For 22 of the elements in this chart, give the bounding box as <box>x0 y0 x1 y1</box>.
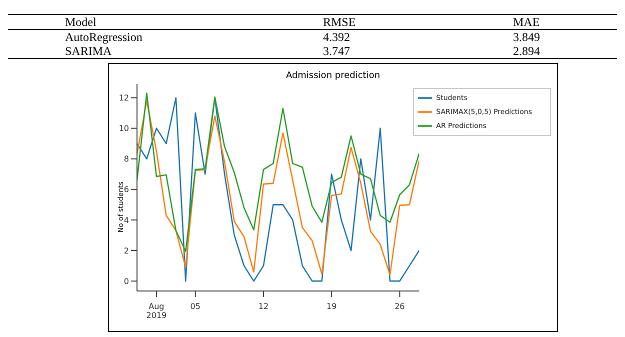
text: SARIMA <box>64 44 113 58</box>
x-tick-label: 19 <box>326 302 337 311</box>
text: 2.894 <box>513 44 541 58</box>
text: MAE <box>513 15 617 30</box>
x-tick-label: 12 <box>258 302 269 311</box>
text: 3.849 <box>513 30 541 44</box>
y-tick-label: 10 <box>118 124 129 134</box>
y-tick-label: 6 <box>124 185 129 194</box>
y-tick-label: 0 <box>124 276 129 286</box>
y-tick-label: 8 <box>124 154 129 164</box>
text: AutoRegression <box>64 30 144 44</box>
y-tick-label: 12 <box>118 94 129 103</box>
text: Model <box>8 15 323 30</box>
chart-title: Admission prediction <box>284 71 382 81</box>
text: 3.747 <box>323 44 351 58</box>
y-tick-label: 2 <box>124 246 129 256</box>
x-tick-label: Aug 2019 <box>146 302 167 320</box>
text: RMSE <box>323 15 513 30</box>
y-tick-label: 4 <box>124 216 129 225</box>
text: 4.392 <box>323 30 351 44</box>
x-tick-label: 26 <box>394 302 405 311</box>
x-tick-label: 05 <box>190 302 200 311</box>
